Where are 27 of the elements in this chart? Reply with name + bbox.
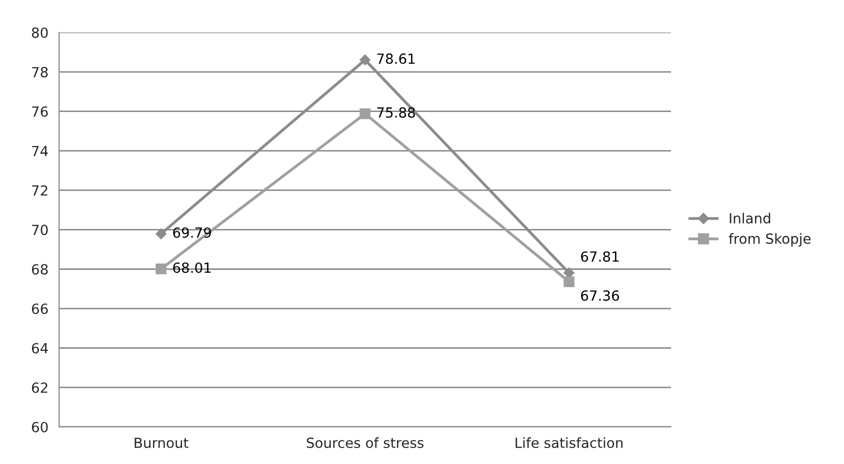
y-tick-label: 80 [32, 27, 48, 38]
y-tick-label: 72 [32, 185, 48, 196]
y-tick-label: 76 [32, 106, 48, 117]
legend-label: from Skopje [728, 233, 811, 247]
point [360, 54, 370, 66]
y-tick-label: 60 [32, 422, 48, 432]
y-tick-label: 68 [32, 264, 48, 275]
y-tick-label: 78 [32, 66, 48, 78]
y-tick-label: 70 [32, 224, 48, 236]
point [156, 264, 166, 274]
data-label: 67.81 [581, 251, 619, 262]
data-label: 67.36 [581, 290, 619, 301]
y-tick-label: 62 [32, 382, 48, 393]
x-tick-label: Burnout [134, 438, 188, 448]
x-tick-label: Life satisfaction [516, 437, 623, 448]
point [564, 276, 574, 288]
y-tick-label: 74 [32, 146, 48, 156]
data-label: 68.01 [173, 262, 211, 273]
y-tick-label: 66 [32, 304, 48, 314]
point [156, 228, 166, 240]
point [360, 108, 370, 120]
data-label: 69.79 [173, 227, 211, 238]
x-tick-label: Sources of stress [306, 437, 424, 448]
data-label: 75.88 [377, 107, 415, 118]
data-label: 78.61 [377, 53, 415, 64]
y-tick-label: 64 [32, 342, 48, 354]
legend-label: Inland [730, 212, 770, 224]
